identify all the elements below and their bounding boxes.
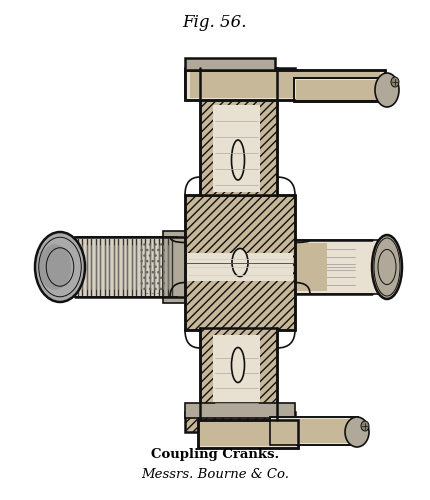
Bar bbox=[184, 68, 294, 97]
Bar bbox=[293, 78, 381, 102]
Bar bbox=[293, 78, 381, 102]
Bar bbox=[140, 240, 165, 294]
Bar bbox=[200, 422, 295, 446]
Ellipse shape bbox=[35, 232, 85, 302]
Ellipse shape bbox=[231, 140, 244, 180]
Bar bbox=[269, 417, 357, 445]
Bar bbox=[296, 243, 326, 291]
Bar bbox=[184, 70, 384, 100]
Bar bbox=[187, 253, 246, 281]
Bar bbox=[212, 335, 259, 410]
Bar bbox=[184, 70, 384, 100]
Ellipse shape bbox=[39, 244, 71, 290]
Bar bbox=[163, 231, 184, 303]
Ellipse shape bbox=[390, 77, 398, 87]
Text: Fig. 56.: Fig. 56. bbox=[182, 14, 247, 30]
Bar bbox=[269, 417, 357, 445]
Ellipse shape bbox=[371, 235, 401, 299]
Bar bbox=[294, 240, 379, 294]
Ellipse shape bbox=[374, 73, 398, 107]
Bar bbox=[197, 420, 297, 448]
Bar bbox=[190, 72, 379, 98]
Bar bbox=[212, 105, 259, 192]
Ellipse shape bbox=[231, 348, 244, 382]
Bar bbox=[200, 68, 276, 195]
Bar bbox=[197, 420, 297, 448]
Ellipse shape bbox=[360, 421, 368, 431]
Text: Messrs. Bourne & Co.: Messrs. Bourne & Co. bbox=[141, 468, 289, 481]
Bar bbox=[184, 412, 294, 432]
Bar bbox=[184, 58, 274, 70]
Bar bbox=[234, 253, 292, 281]
Bar bbox=[184, 195, 294, 330]
Bar bbox=[184, 403, 294, 418]
Bar bbox=[75, 237, 184, 297]
Bar bbox=[200, 328, 276, 420]
Ellipse shape bbox=[344, 417, 368, 447]
Bar bbox=[295, 80, 379, 100]
Text: Coupling Cranks.: Coupling Cranks. bbox=[150, 448, 279, 462]
Ellipse shape bbox=[231, 248, 247, 276]
Bar bbox=[271, 419, 355, 443]
